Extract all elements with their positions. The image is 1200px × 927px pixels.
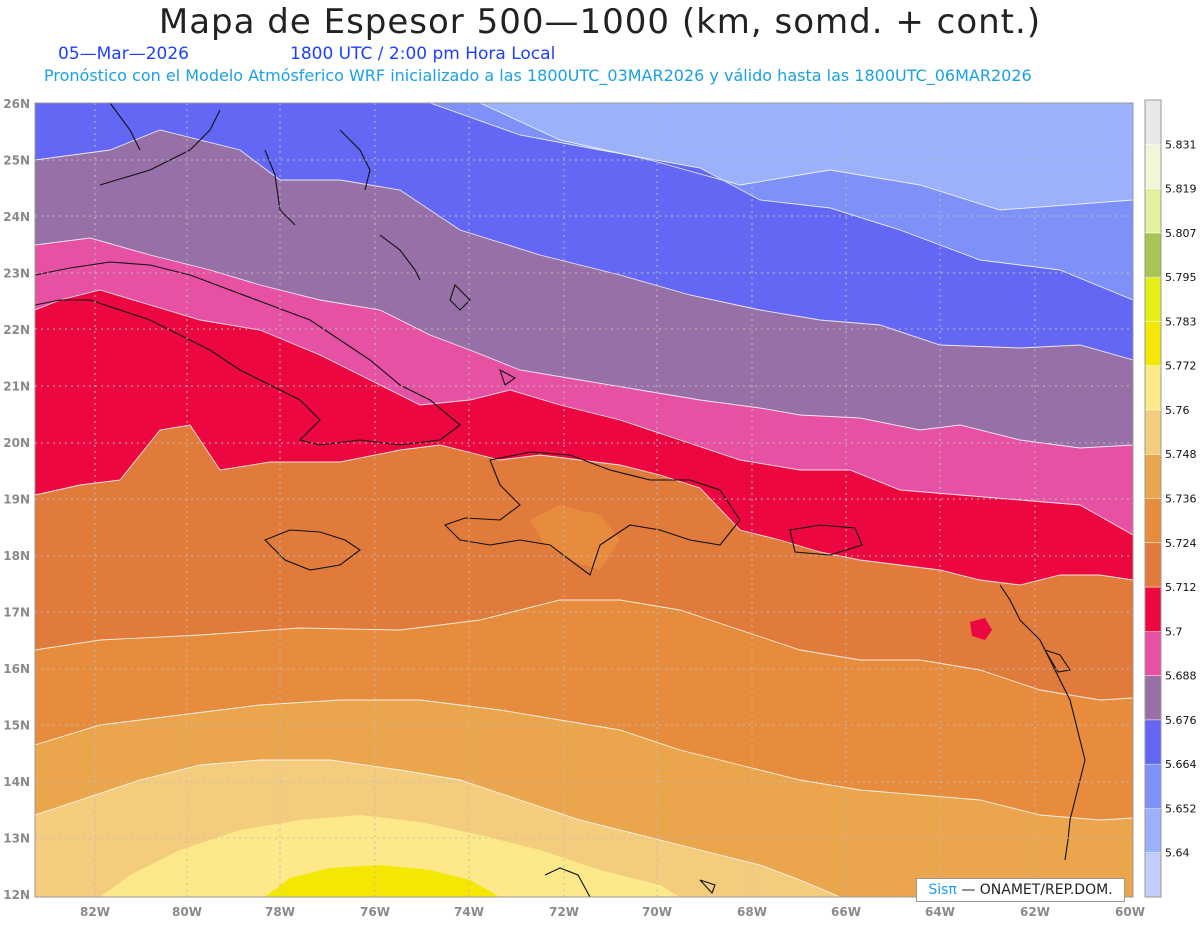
colorbar: 5.64 5.652 5.664 5.676 5.688 5.7 5.712 5.724 5.7… [1144, 99, 1197, 898]
colorbar-swatch [1145, 719, 1161, 765]
forecast-date: 05—Mar—2026 [58, 44, 189, 64]
lat-label: 13N [3, 832, 30, 846]
lat-label: 18N [3, 549, 30, 563]
colorbar-label: 5.772 [1165, 360, 1197, 373]
lon-label: 62W [1020, 905, 1050, 919]
colorbar-label: 5.688 [1165, 670, 1197, 683]
colorbar-label: 5.783 [1165, 315, 1197, 328]
colorbar-label: 5.676 [1165, 714, 1197, 727]
lat-label: 25N [3, 154, 30, 168]
colorbar-swatch [1145, 852, 1161, 898]
colorbar-swatch [1145, 542, 1161, 588]
lat-label: 12N [3, 888, 30, 902]
lat-label: 14N [3, 775, 30, 789]
colorbar-swatch [1145, 498, 1161, 544]
lat-label: 20N [3, 436, 30, 450]
puerto-rico-coast [789, 524, 863, 556]
colorbar-label: 5.724 [1165, 537, 1197, 550]
colorbar-label: 5.748 [1165, 448, 1197, 461]
lat-label: 22N [3, 323, 30, 337]
hispaniola-coast [443, 451, 741, 576]
lon-label: 60W [1115, 905, 1145, 919]
colorbar-label: 5.736 [1165, 493, 1197, 506]
thickness-fill [35, 103, 1133, 897]
colorbar-swatch [1145, 587, 1161, 632]
cuba-coast [35, 261, 461, 446]
forecast-subtitle: Pronóstico con el Modelo Atmósferico WRF… [44, 66, 1032, 85]
lon-label: 68W [737, 905, 767, 919]
band-5772 [100, 815, 680, 897]
colorbar-label: 5.7 [1165, 625, 1183, 638]
colorbar-label: 5.76 [1165, 404, 1190, 417]
forecast-time: 1800 UTC / 2:00 pm Hora Local [290, 44, 556, 64]
colorbar-swatch [1145, 100, 1161, 145]
colorbar-label: 5.64 [1165, 847, 1190, 860]
colorbar-label: 5.664 [1165, 758, 1197, 771]
credit-badge: Sisπ — ONAMET/REP.DOM. [916, 878, 1125, 902]
lon-label: 64W [925, 905, 955, 919]
colorbar-label: 5.712 [1165, 581, 1197, 594]
band-5783 [265, 865, 500, 897]
colorbar-swatch [1145, 808, 1161, 854]
colorbar-swatch [1145, 764, 1161, 809]
lat-label: 23N [3, 267, 30, 281]
lon-label: 70W [642, 905, 672, 919]
lon-label: 72W [549, 905, 579, 919]
colorbar-swatch [1145, 232, 1161, 278]
colorbar-swatch [1145, 144, 1161, 190]
colorbar-swatch [1145, 631, 1161, 677]
colorbar-swatch [1145, 454, 1161, 499]
lon-label: 80W [172, 905, 202, 919]
colorbar-swatch [1145, 409, 1161, 455]
colorbar-swatch [1145, 675, 1161, 721]
graticule [35, 103, 1133, 897]
lon-label: 74W [454, 905, 484, 919]
lon-label: 78W [265, 905, 295, 919]
lat-label: 16N [3, 662, 30, 676]
colorbar-label: 5.652 [1165, 802, 1197, 815]
contour-lines [35, 103, 1133, 897]
lon-label: 82W [80, 905, 110, 919]
colorbar-swatch [1145, 277, 1161, 322]
coastlines [35, 103, 1086, 897]
florida-keys [99, 109, 221, 186]
credit-brand: Sisπ [928, 882, 957, 898]
colorbar-label: 5.795 [1165, 271, 1197, 284]
lat-label: 15N [3, 719, 30, 733]
lat-label: 26N [3, 97, 30, 111]
colorbar-swatch [1145, 321, 1161, 367]
colorbar-label: 5.831 [1165, 138, 1197, 151]
lat-label: 24N [3, 210, 30, 224]
lesser-antilles [999, 584, 1086, 861]
lat-label: 17N [3, 606, 30, 620]
bahamas-1 [264, 149, 296, 226]
map-frame [34, 102, 1134, 898]
colorbar-label: 5.819 [1165, 183, 1197, 196]
colorbar-swatch [1145, 365, 1161, 411]
lat-label: 19N [3, 493, 30, 507]
lon-label: 66W [831, 905, 861, 919]
map-title: Mapa de Espesor 500—1000 (km, somd. + co… [158, 2, 1042, 42]
credit-text: — ONAMET/REP.DOM. [961, 882, 1113, 898]
lon-label: 76W [360, 905, 390, 919]
jamaica-coast [264, 529, 361, 571]
lat-label: 21N [3, 380, 30, 394]
colorbar-swatch [1145, 188, 1161, 234]
colorbar-label: 5.807 [1165, 227, 1197, 240]
